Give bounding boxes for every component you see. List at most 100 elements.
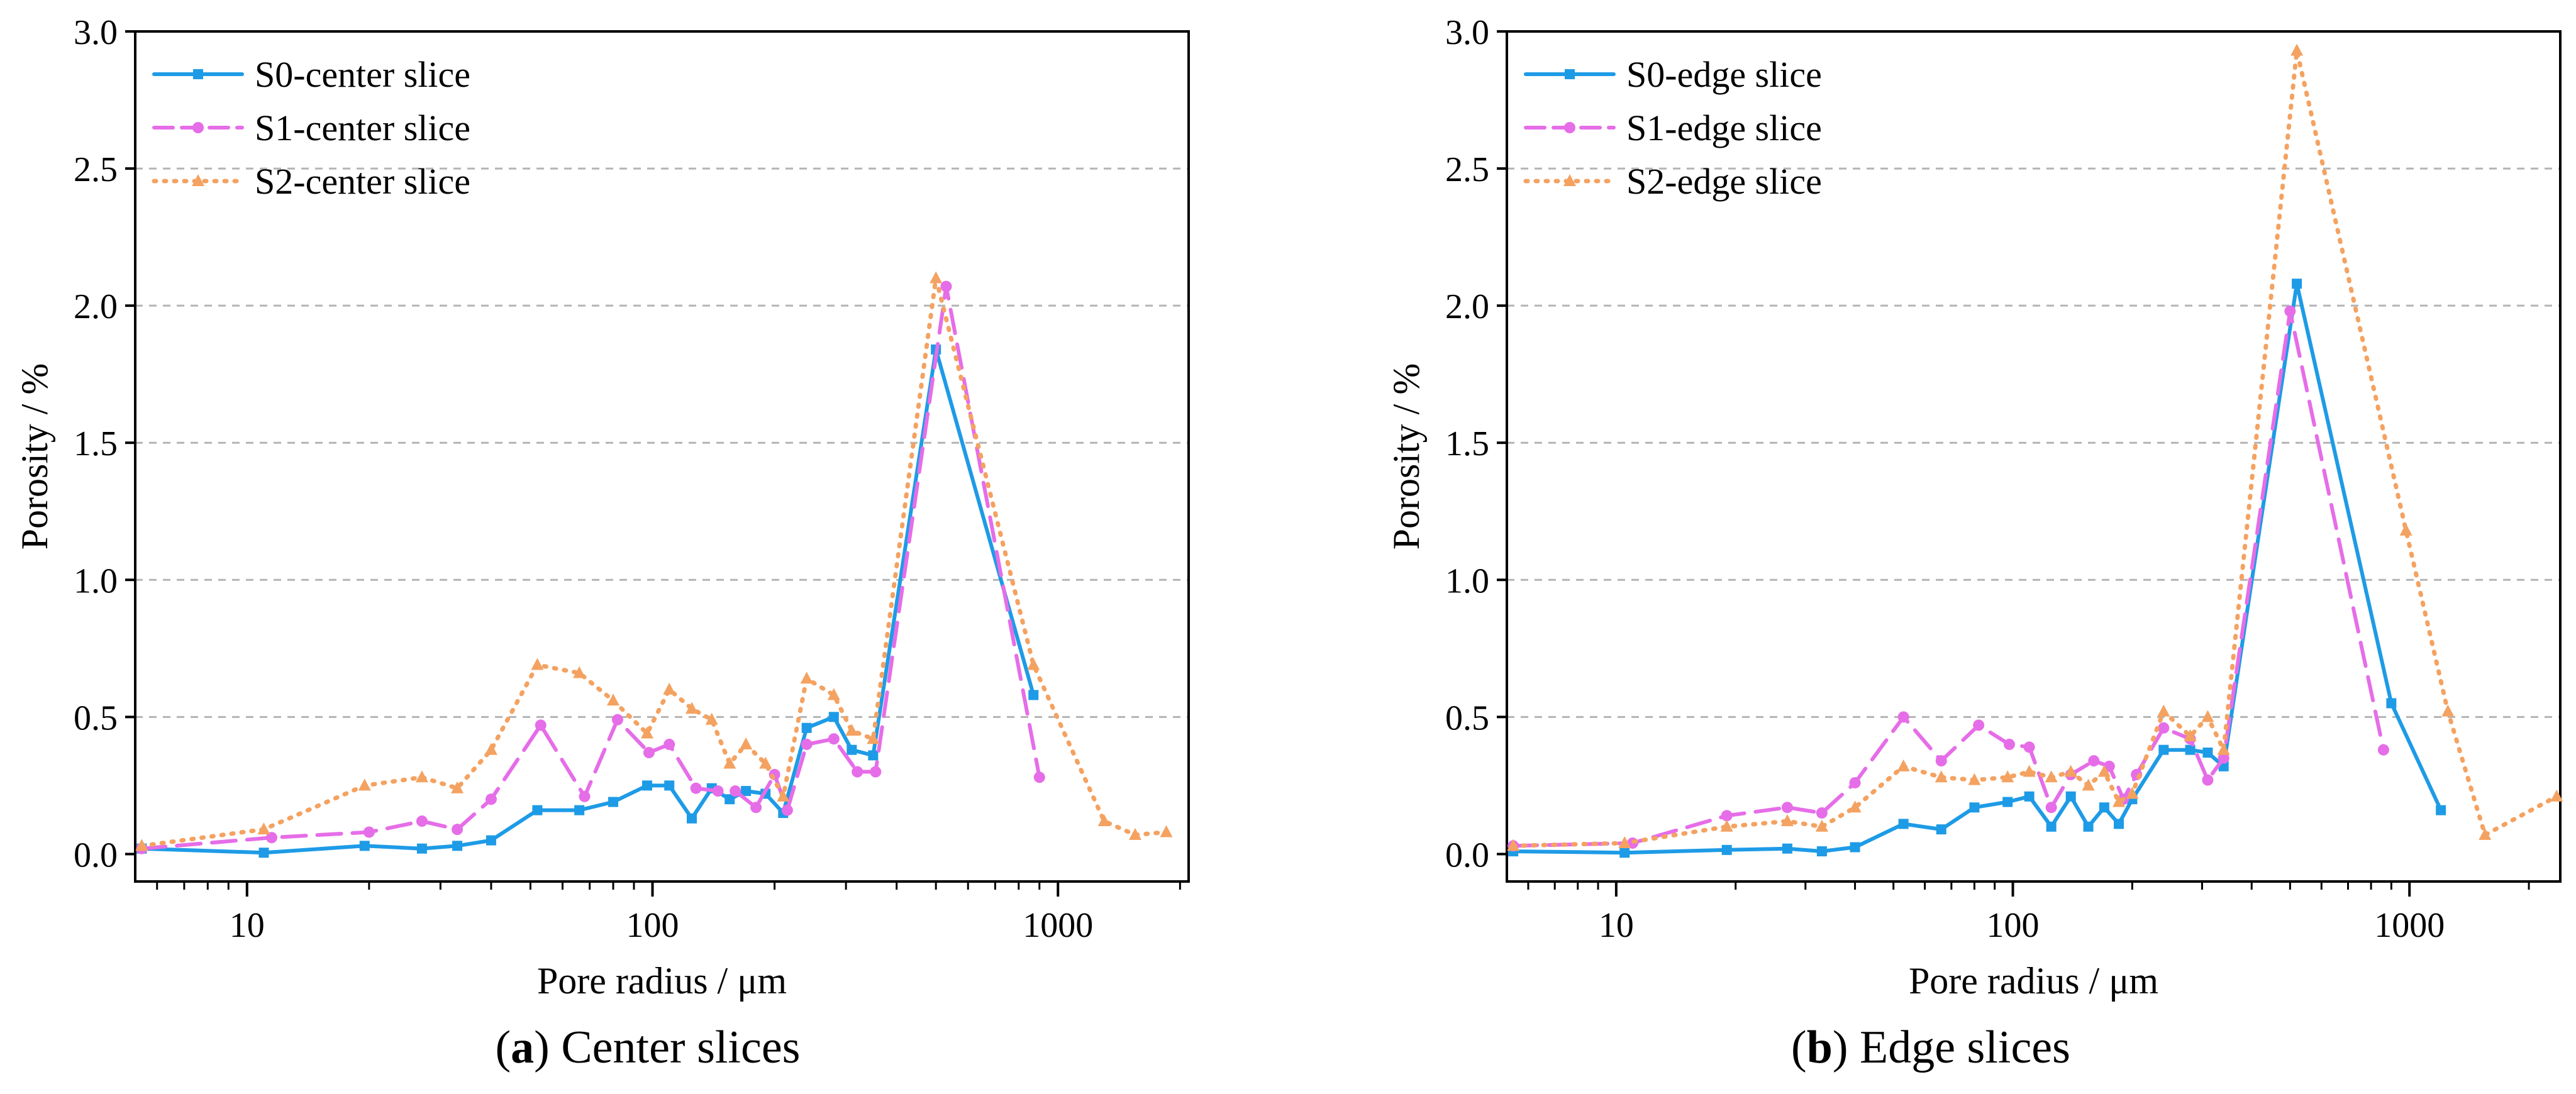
data-point xyxy=(2218,752,2229,764)
data-point xyxy=(1973,719,1985,731)
data-point xyxy=(759,756,772,769)
data-point xyxy=(2550,789,2563,802)
data-point xyxy=(257,822,270,835)
legend: S0-edge slice S1-edge slice S2-edge slice xyxy=(1523,54,1822,202)
data-point xyxy=(1848,800,1862,813)
data-point xyxy=(2099,802,2109,813)
data-point xyxy=(2158,744,2169,755)
data-point xyxy=(705,712,718,725)
data-point xyxy=(2386,698,2397,709)
data-point xyxy=(416,843,427,854)
data-point xyxy=(741,786,752,797)
data-point xyxy=(573,666,586,678)
data-point xyxy=(2377,744,2389,756)
data-point xyxy=(2158,722,2170,734)
data-point xyxy=(781,804,793,816)
series-s0-center-slice xyxy=(136,344,1039,858)
data-point xyxy=(2114,819,2124,829)
data-point xyxy=(486,835,496,846)
data-point xyxy=(258,848,269,858)
data-point xyxy=(1969,802,1980,813)
y-tick-label: 1.5 xyxy=(74,424,118,463)
data-point xyxy=(801,722,812,733)
data-point xyxy=(359,841,370,851)
series-s0-edge-slice xyxy=(1508,279,2446,858)
data-point xyxy=(1721,810,1733,822)
data-point xyxy=(930,271,943,284)
data-point xyxy=(867,732,880,744)
plot-frame xyxy=(134,30,1190,883)
data-point xyxy=(2157,704,2170,717)
data-point xyxy=(1028,690,1039,700)
data-point xyxy=(686,813,697,824)
data-point xyxy=(2201,710,2214,722)
data-point xyxy=(643,747,655,759)
data-point xyxy=(1160,825,1173,837)
data-point xyxy=(579,790,591,802)
data-point xyxy=(2441,704,2455,717)
data-point xyxy=(641,780,652,791)
x-axis-label: Pore radius / μm xyxy=(537,960,787,1002)
data-point xyxy=(2184,729,2197,741)
legend-label: S2-edge slice xyxy=(1626,161,1822,202)
series-s2-edge-slice xyxy=(1507,43,2563,851)
data-point xyxy=(2112,795,2126,807)
legend-swatch-marker xyxy=(1563,174,1576,186)
data-point xyxy=(2284,305,2296,317)
data-point xyxy=(611,714,623,726)
data-point xyxy=(847,744,857,755)
data-point xyxy=(1721,844,1732,855)
legend-item-s2-center-slice: S2-center slice xyxy=(152,161,470,202)
data-point xyxy=(800,671,813,684)
data-point xyxy=(358,778,371,791)
data-point xyxy=(1850,842,1860,853)
series-line-s2-edge-slice xyxy=(1511,48,2559,848)
data-point xyxy=(2045,802,2057,814)
data-point xyxy=(1935,755,1947,767)
data-point xyxy=(2065,791,2076,802)
data-point xyxy=(1849,776,1861,788)
data-point xyxy=(723,756,736,769)
data-point xyxy=(1936,824,1946,835)
data-point xyxy=(535,719,547,731)
data-point xyxy=(2023,741,2035,753)
data-point xyxy=(2046,821,2057,832)
data-point xyxy=(1618,836,1631,848)
data-point xyxy=(2479,827,2492,840)
data-point xyxy=(1128,827,1141,840)
x-tick-label: 10 xyxy=(1599,906,1634,945)
legend-swatch-marker xyxy=(1564,122,1575,133)
data-point xyxy=(1097,814,1111,827)
legend-label: S1-center slice xyxy=(255,108,470,148)
data-point xyxy=(2004,738,2016,750)
legend-swatch-marker xyxy=(1565,69,1575,79)
y-axis-label: Porosity / % xyxy=(1385,363,1427,550)
data-point xyxy=(2064,765,2077,777)
x-tick-label: 100 xyxy=(626,906,679,945)
data-point xyxy=(2023,765,2036,777)
data-point xyxy=(1816,846,1827,857)
x-tick-label: 10 xyxy=(230,906,265,945)
data-point xyxy=(828,733,840,745)
data-point xyxy=(1780,814,1794,827)
data-point xyxy=(870,766,882,778)
legend-label: S1-edge slice xyxy=(1626,108,1822,148)
data-point xyxy=(574,805,585,815)
y-tick-label: 2.0 xyxy=(74,287,118,326)
legend-label: S0-center slice xyxy=(255,54,470,95)
series-s1-center-slice xyxy=(136,280,1045,854)
y-axis-label: Porosity / % xyxy=(14,363,55,550)
y-tick-label: 1.0 xyxy=(1445,561,1489,600)
data-point xyxy=(640,726,653,739)
data-point xyxy=(485,793,497,805)
data-point xyxy=(1968,773,1981,785)
data-point xyxy=(663,738,675,750)
data-point xyxy=(265,832,277,844)
x-axis-label: Pore radius / μm xyxy=(1909,960,2158,1002)
series-s2-center-slice xyxy=(135,271,1173,851)
data-point xyxy=(777,789,790,802)
series-line-s2-center-slice xyxy=(139,276,1169,848)
caption-a: (a) Center slices xyxy=(496,1022,801,1073)
data-point xyxy=(1782,843,1792,854)
